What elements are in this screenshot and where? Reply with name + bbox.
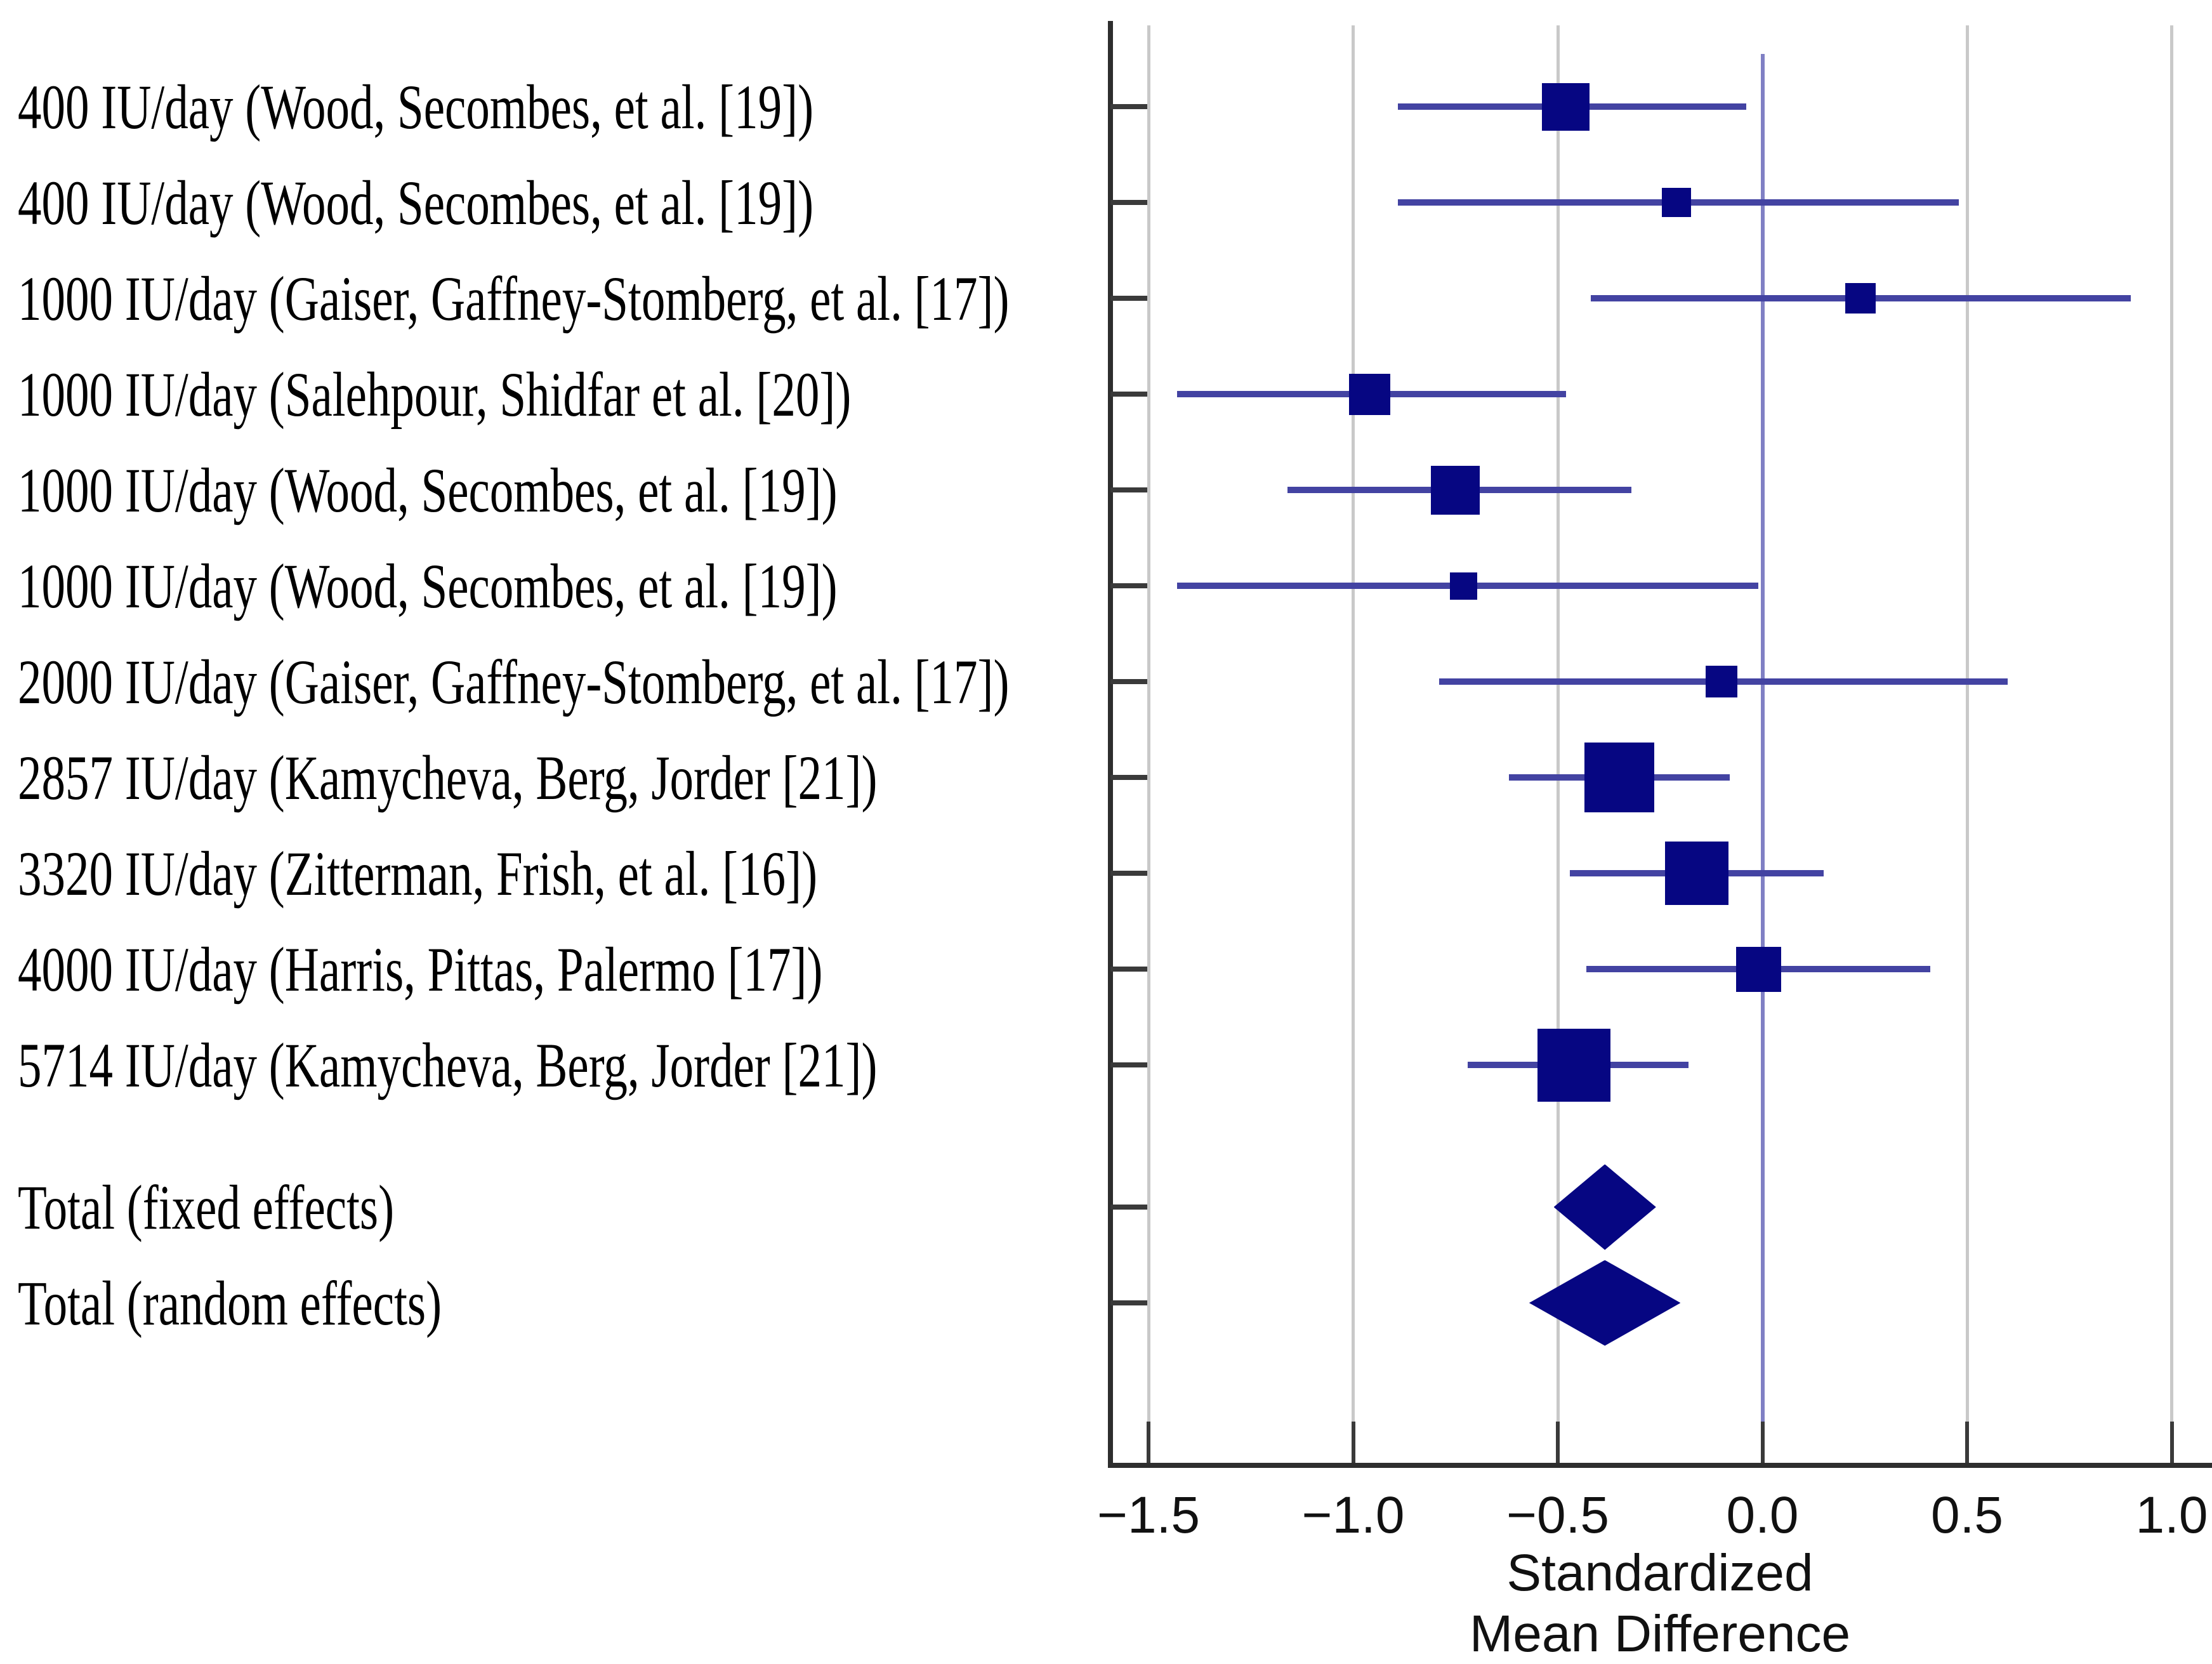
- row-tick: [1110, 392, 1147, 397]
- effect-size-marker: [1735, 946, 1781, 992]
- x-tick-label: 0.5: [1931, 1486, 2003, 1544]
- row-tick: [1110, 679, 1147, 684]
- row-tick: [1110, 296, 1147, 301]
- study-row-label: 1000 IU/day (Wood, Secombes, et al. [19]…: [18, 550, 838, 621]
- study-row-label: 2000 IU/day (Gaiser, Gaffney-Stomberg, e…: [18, 646, 1010, 717]
- row-tick: [1110, 967, 1147, 972]
- effect-size-marker: [1537, 1028, 1611, 1102]
- effect-size-marker: [1845, 283, 1876, 314]
- gridline: [1352, 25, 1355, 1422]
- row-tick: [1110, 487, 1147, 492]
- x-tick-label: −1.0: [1301, 1486, 1405, 1544]
- x-tick-label: 1.0: [2135, 1486, 2208, 1544]
- x-axis-tick: [1760, 1422, 1765, 1463]
- x-tick-label: 0.0: [1726, 1486, 1799, 1544]
- x-axis-tick: [1351, 1422, 1355, 1463]
- pooled-effect-diamond: [1529, 1260, 1681, 1346]
- x-axis-baseline: [1108, 1463, 2212, 1468]
- effect-size-marker: [1542, 83, 1590, 131]
- effect-size-marker: [1665, 842, 1729, 905]
- x-axis-tick: [1965, 1422, 1969, 1463]
- gridline: [1147, 25, 1150, 1422]
- effect-size-marker: [1706, 666, 1737, 697]
- row-tick: [1110, 1300, 1147, 1305]
- gridline: [2170, 25, 2173, 1422]
- row-tick: [1110, 871, 1147, 876]
- x-axis-tick: [2169, 1422, 2174, 1463]
- x-axis-tick: [1147, 1422, 1150, 1463]
- x-tick-label: −1.5: [1097, 1486, 1200, 1544]
- study-row-label: 4000 IU/day (Harris, Pittas, Palermo [17…: [18, 934, 823, 1005]
- total-row-label: Total (random effects): [18, 1267, 442, 1338]
- effect-size-marker: [1348, 373, 1390, 415]
- row-tick: [1110, 583, 1147, 588]
- row-tick: [1110, 775, 1147, 780]
- study-row-label: 3320 IU/day (Zitterman, Frish, et al. [1…: [18, 838, 818, 909]
- row-tick: [1110, 104, 1147, 109]
- effect-size-marker: [1662, 188, 1692, 217]
- study-row-label: 2857 IU/day (Kamycheva, Berg, Jorder [21…: [18, 742, 878, 813]
- study-row-label: 400 IU/day (Wood, Secombes, et al. [19]): [18, 71, 814, 142]
- total-row-label: Total (fixed effects): [18, 1172, 395, 1243]
- x-axis-title-line-1: Standardized: [1506, 1544, 1814, 1602]
- effect-size-marker: [1450, 572, 1478, 600]
- study-row-label: 5714 IU/day (Kamycheva, Berg, Jorder [21…: [18, 1029, 878, 1100]
- effect-size-marker: [1431, 465, 1480, 515]
- study-row-label: 400 IU/day (Wood, Secombes, et al. [19]): [18, 167, 814, 238]
- study-row-label: 1000 IU/day (Gaiser, Gaffney-Stomberg, e…: [18, 263, 1010, 334]
- zero-reference-line: [1760, 54, 1765, 1422]
- study-row-label: 1000 IU/day (Wood, Secombes, et al. [19]…: [18, 454, 838, 525]
- pooled-effect-diamond: [1553, 1164, 1656, 1250]
- row-tick: [1110, 1205, 1147, 1210]
- y-axis-line: [1108, 21, 1113, 1468]
- study-row-label: 1000 IU/day (Salehpour, Shidfar et al. […: [18, 359, 852, 430]
- x-axis-tick: [1556, 1422, 1560, 1463]
- x-axis-title-line-2: Mean Difference: [1469, 1605, 1851, 1663]
- gridline: [1965, 25, 1969, 1422]
- effect-size-marker: [1584, 743, 1654, 812]
- row-tick: [1110, 200, 1147, 205]
- x-tick-label: −0.5: [1506, 1486, 1609, 1544]
- gridline: [1556, 25, 1560, 1422]
- row-tick: [1110, 1062, 1147, 1067]
